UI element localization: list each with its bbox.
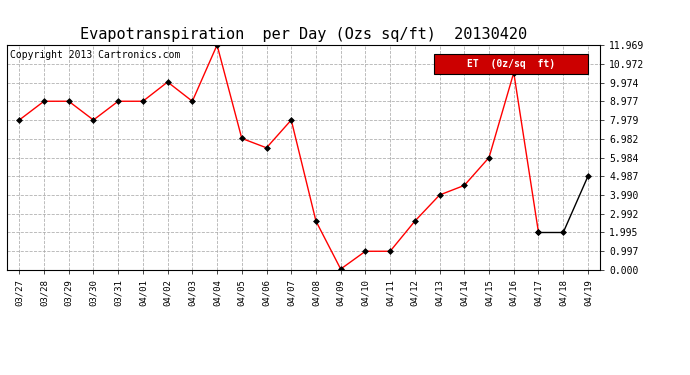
Text: Copyright 2013 Cartronics.com: Copyright 2013 Cartronics.com — [10, 50, 180, 60]
Text: ET  (0z/sq  ft): ET (0z/sq ft) — [467, 59, 555, 69]
Title: Evapotranspiration  per Day (Ozs sq/ft)  20130420: Evapotranspiration per Day (Ozs sq/ft) 2… — [80, 27, 527, 42]
FancyBboxPatch shape — [434, 54, 589, 74]
